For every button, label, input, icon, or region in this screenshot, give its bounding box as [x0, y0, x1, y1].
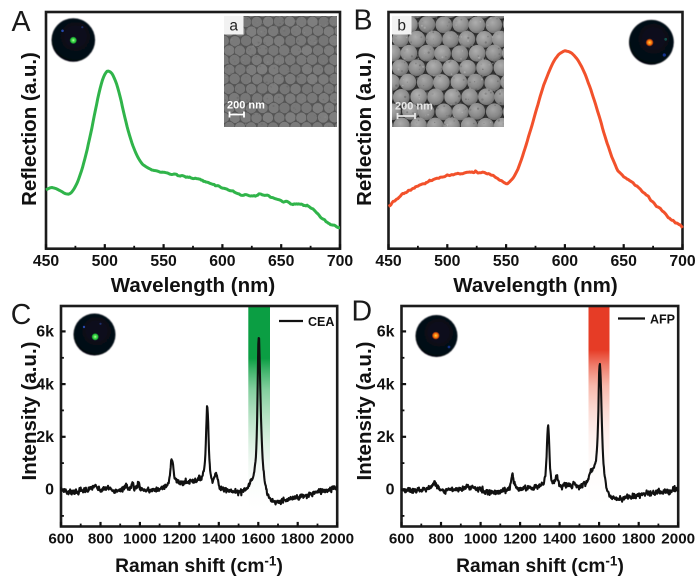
svg-text:500: 500: [434, 253, 461, 270]
svg-text:Wavelength (nm): Wavelength (nm): [453, 274, 617, 297]
svg-text:1200: 1200: [163, 531, 197, 548]
svg-text:1400: 1400: [202, 531, 236, 548]
svg-text:4k: 4k: [36, 376, 54, 393]
svg-text:D: D: [352, 295, 373, 327]
svg-text:1400: 1400: [543, 531, 577, 548]
svg-text:500: 500: [92, 253, 119, 270]
svg-text:0: 0: [45, 482, 54, 499]
svg-text:800: 800: [428, 531, 453, 548]
svg-text:700: 700: [327, 253, 354, 270]
svg-text:Intensity (a.u.): Intensity (a.u.): [353, 342, 376, 481]
svg-text:1000: 1000: [464, 531, 498, 548]
svg-text:6k: 6k: [377, 324, 395, 341]
svg-text:A: A: [12, 6, 31, 38]
svg-text:Raman shift (cm-1): Raman shift (cm-1): [115, 554, 283, 578]
svg-text:1800: 1800: [281, 531, 315, 548]
svg-text:AFP: AFP: [650, 313, 675, 327]
svg-text:550: 550: [493, 253, 520, 270]
svg-text:450: 450: [33, 253, 60, 270]
svg-text:600: 600: [389, 531, 414, 548]
svg-text:200 nm: 200 nm: [227, 100, 265, 112]
svg-text:2k: 2k: [36, 429, 54, 446]
svg-text:B: B: [354, 5, 373, 37]
svg-text:2k: 2k: [377, 429, 395, 446]
svg-text:1600: 1600: [241, 531, 275, 548]
svg-text:200 nm: 200 nm: [395, 101, 433, 113]
svg-text:Raman shift (cm-1): Raman shift (cm-1): [456, 554, 624, 578]
svg-text:Wavelength (nm): Wavelength (nm): [111, 274, 275, 297]
svg-text:600: 600: [209, 253, 236, 270]
svg-text:2000: 2000: [320, 531, 354, 548]
svg-text:800: 800: [88, 531, 113, 548]
svg-text:600: 600: [48, 531, 73, 548]
svg-text:4k: 4k: [377, 376, 395, 393]
svg-text:Intensity (a.u.): Intensity (a.u.): [18, 342, 41, 481]
svg-text:1200: 1200: [503, 531, 537, 548]
svg-text:2000: 2000: [661, 531, 695, 548]
svg-text:1600: 1600: [582, 531, 616, 548]
svg-text:650: 650: [268, 253, 295, 270]
svg-text:650: 650: [611, 253, 638, 270]
svg-text:1800: 1800: [622, 531, 656, 548]
svg-text:700: 700: [669, 253, 696, 270]
svg-text:Reflection (a.u.): Reflection (a.u.): [18, 52, 41, 206]
svg-text:450: 450: [375, 253, 402, 270]
svg-text:550: 550: [150, 253, 177, 270]
svg-text:6k: 6k: [36, 324, 54, 341]
svg-text:0: 0: [386, 482, 395, 499]
svg-text:CEA: CEA: [308, 315, 334, 329]
svg-text:600: 600: [552, 253, 579, 270]
svg-text:C: C: [11, 299, 32, 331]
svg-text:a: a: [229, 18, 238, 35]
svg-text:1000: 1000: [123, 531, 157, 548]
svg-text:Reflection (a.u.): Reflection (a.u.): [353, 52, 376, 206]
svg-text:b: b: [397, 18, 406, 35]
